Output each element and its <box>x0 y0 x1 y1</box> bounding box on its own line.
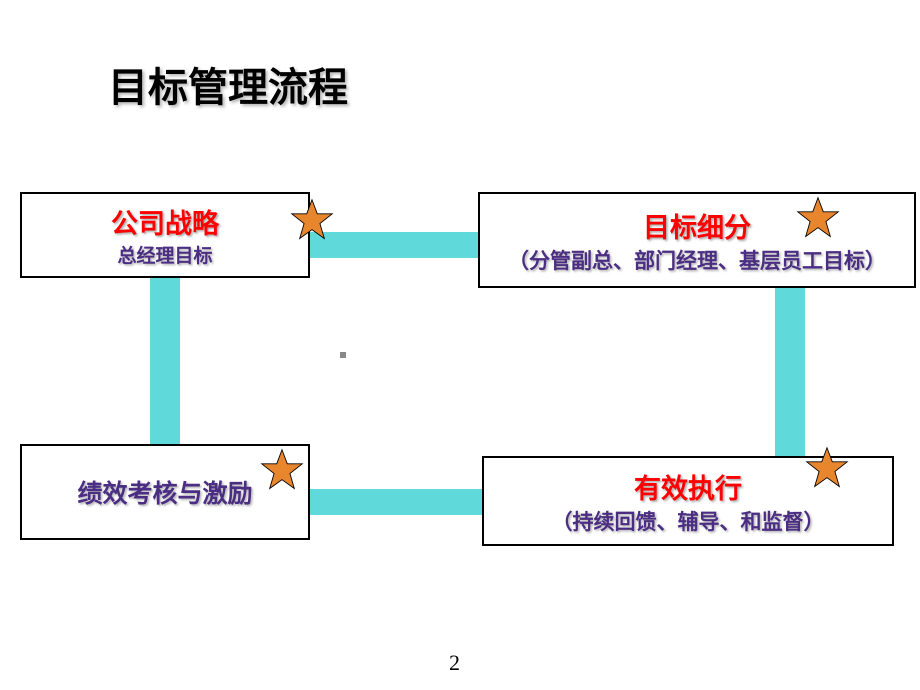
star-icon <box>290 198 334 242</box>
node-title: 有效执行 <box>634 467 742 506</box>
node-sub: 总经理目标 <box>117 241 212 268</box>
node-sub: （持续回馈、辅导、和监督） <box>552 506 825 536</box>
center-dot <box>340 352 346 358</box>
star-icon <box>805 446 849 490</box>
node-title: 目标细分 <box>643 206 751 245</box>
connector-left <box>150 275 180 445</box>
node-title: 公司战略 <box>111 202 219 241</box>
node-sub: （分管副总、部门经理、基层员工目标） <box>508 245 886 275</box>
star-icon <box>796 196 840 240</box>
star-icon <box>260 448 304 492</box>
page-number: 2 <box>449 650 460 676</box>
node-top-right: 目标细分 （分管副总、部门经理、基层员工目标） <box>478 192 916 288</box>
diagram-title: 目标管理流程 <box>108 55 348 113</box>
node-sub: 绩效考核与激励 <box>77 474 252 510</box>
connector-right <box>775 288 805 456</box>
node-top-left: 公司战略 总经理目标 <box>20 192 310 278</box>
